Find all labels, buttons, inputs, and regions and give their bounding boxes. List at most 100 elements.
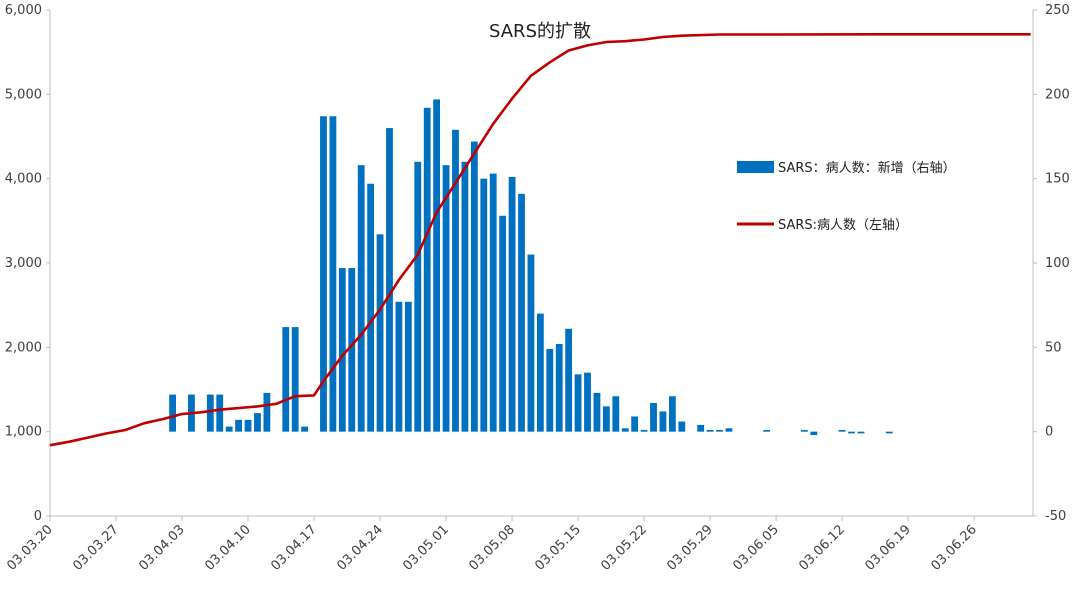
bar: [508, 176, 516, 432]
bar: [414, 161, 422, 432]
bar: [216, 394, 224, 432]
bar: [650, 402, 657, 432]
bar: [838, 429, 846, 432]
x-tick-label: 03.06.12: [796, 522, 848, 574]
bar: [291, 327, 299, 432]
bar: [706, 429, 714, 432]
bar: [602, 406, 610, 432]
x-tick-label: 03.04.03: [136, 522, 188, 574]
bar: [546, 349, 554, 432]
line-series: [49, 32, 1031, 447]
x-tick-label: 03.05.08: [466, 522, 518, 574]
right-tick-label: 100: [1045, 256, 1070, 271]
x-tick-label: 03.06.05: [730, 522, 782, 574]
legend-line-label: SARS:病人数（左轴）: [778, 218, 908, 233]
x-tick-label: 03.03.27: [70, 522, 122, 574]
left-tick-label: 5,000: [5, 87, 42, 102]
bar: [593, 392, 601, 432]
bar: [442, 165, 450, 432]
bar: [697, 424, 705, 432]
chart-title: SARS的扩散: [489, 21, 591, 42]
bar: [668, 396, 676, 432]
bar: [423, 107, 431, 432]
bar: [555, 343, 563, 432]
bar: [489, 173, 497, 432]
x-tick-label: 03.06.19: [862, 522, 914, 574]
bar: [235, 419, 242, 432]
right-tick-label: 250: [1045, 3, 1070, 18]
bar: [225, 426, 233, 432]
series-line: [49, 32, 1031, 447]
bar: [518, 193, 525, 432]
bar-series: [169, 99, 893, 436]
bar: [801, 429, 808, 432]
bar: [301, 426, 309, 432]
x-tick-label: 03.03.20: [4, 522, 56, 574]
bar: [169, 394, 176, 432]
left-tick-label: 3,000: [5, 256, 42, 271]
bar: [357, 165, 365, 432]
bar: [329, 116, 337, 432]
left-tick-label: 1,000: [5, 425, 42, 440]
bar: [376, 234, 384, 432]
bar: [612, 396, 620, 432]
bar: [857, 431, 865, 434]
x-tick-label: 03.06.26: [928, 522, 980, 574]
right-tick-label: -50: [1045, 509, 1066, 524]
legend: SARS：病人数：新增（右轴） SARS:病人数（左轴）: [737, 160, 956, 233]
x-tick-label: 03.04.17: [268, 522, 320, 574]
bar: [678, 421, 686, 432]
bar: [631, 416, 639, 432]
x-tick-label: 03.05.01: [400, 522, 452, 574]
bar: [348, 268, 356, 432]
bar: [848, 431, 855, 434]
x-tick-label: 03.05.22: [598, 522, 650, 574]
bar: [320, 116, 327, 432]
bar: [810, 431, 818, 436]
bar: [584, 372, 591, 432]
right-tick-label: 200: [1045, 87, 1070, 102]
bar: [527, 254, 535, 432]
bar: [338, 268, 346, 432]
bar: [206, 394, 214, 432]
left-tick-label: 0: [34, 509, 42, 524]
legend-bar-swatch: [737, 161, 774, 173]
bar: [763, 429, 771, 432]
bar: [386, 128, 393, 432]
bar: [725, 428, 733, 432]
right-tick-label: 150: [1045, 172, 1070, 187]
left-tick-label: 4,000: [5, 172, 42, 187]
bar: [574, 374, 582, 432]
bar: [536, 313, 544, 432]
bar: [640, 429, 648, 432]
bar: [885, 431, 893, 434]
x-tick-label: 03.05.29: [664, 522, 716, 574]
axes: 0 1,000 2,000 3,000 4,000 5,000 6,000 -50 0 50 100…: [4, 3, 1070, 574]
right-tick-label: 50: [1045, 340, 1062, 355]
bar: [716, 429, 723, 432]
x-tick-label: 03.05.15: [532, 522, 584, 574]
bar: [433, 99, 441, 432]
bar: [461, 161, 469, 432]
bar: [621, 428, 629, 432]
bar: [395, 301, 403, 432]
bar: [404, 301, 412, 432]
bar: [480, 178, 488, 432]
bar: [244, 419, 252, 432]
bar: [367, 183, 375, 432]
bar: [565, 328, 573, 432]
x-tick-label: 03.04.10: [202, 522, 254, 574]
x-tick-label: 03.04.24: [334, 522, 386, 574]
left-tick-label: 6,000: [5, 3, 42, 18]
bar: [263, 392, 271, 432]
bar: [452, 129, 459, 432]
bar: [499, 215, 507, 432]
legend-bar-label: SARS：病人数：新增（右轴）: [778, 160, 956, 176]
bar: [470, 141, 478, 432]
bar: [254, 413, 261, 432]
bar: [659, 411, 667, 432]
right-tick-label: 0: [1045, 425, 1053, 440]
left-tick-label: 2,000: [5, 340, 42, 355]
bar: [282, 327, 290, 432]
